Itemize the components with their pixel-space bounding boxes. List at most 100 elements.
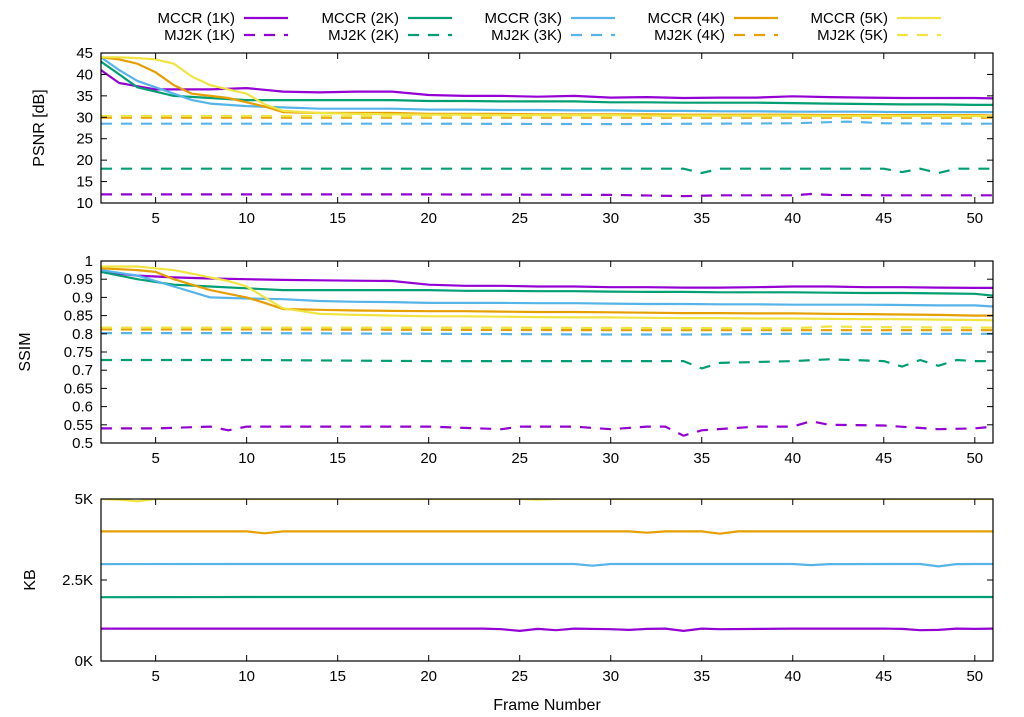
ssim-series-mccr-1k: [101, 270, 993, 289]
ssim-series-mj2k-1k: [101, 420, 993, 437]
x-tick-label: 30: [602, 668, 619, 685]
legend-label: MCCR (5K): [811, 10, 889, 27]
y-tick-label: 10: [76, 195, 93, 212]
psnr-series-mccr-5k: [101, 56, 993, 118]
ssim-series-mccr-2k: [101, 270, 993, 297]
y-tick-label: 30: [76, 109, 93, 126]
kb-series-mccr-3k: [101, 562, 993, 568]
y-tick-label: 0.9: [72, 289, 93, 306]
y-tick-label: 0.65: [64, 380, 93, 397]
x-tick-label: 30: [602, 450, 619, 467]
x-axis-label: Frame Number: [493, 697, 601, 714]
y-tick-label: 0.6: [72, 399, 93, 416]
y-tick-label: 2.5K: [62, 572, 93, 589]
legend-label: MJ2K (4K): [654, 27, 725, 44]
x-tick-label: 15: [329, 210, 346, 227]
y-tick-label: 0.5: [72, 435, 93, 452]
x-tick-label: 35: [693, 668, 710, 685]
ssim-y-axis-label: SSIM: [17, 332, 34, 371]
x-tick-label: 45: [875, 668, 892, 685]
ssim-series-mj2k-4k: [101, 328, 993, 332]
legend-label: MCCR (2K): [322, 10, 400, 27]
psnr-y-axis-label: PSNR [dB]: [31, 89, 48, 166]
x-tick-label: 40: [784, 210, 801, 227]
legend-item-mccr-1k: MCCR (1K): [158, 10, 288, 27]
y-tick-label: 1: [85, 253, 93, 270]
legend-label: MCCR (3K): [485, 10, 563, 27]
x-tick-label: 20: [420, 668, 437, 685]
x-tick-label: 35: [693, 450, 710, 467]
x-tick-label: 40: [784, 450, 801, 467]
x-tick-label: 45: [875, 450, 892, 467]
y-tick-label: 0.7: [72, 362, 93, 379]
x-tick-label: 20: [420, 450, 437, 467]
x-tick-label: 30: [602, 210, 619, 227]
legend-item-mj2k-5k: MJ2K (5K): [817, 27, 941, 44]
psnr-series-mj2k-3k: [101, 120, 993, 126]
kb-series-mccr-5k: [101, 499, 993, 503]
legend-item-mccr-5k: MCCR (5K): [811, 10, 941, 27]
legend-label: MJ2K (1K): [164, 27, 235, 44]
psnr-series-mccr-4k: [101, 56, 993, 117]
y-tick-label: 0.85: [64, 308, 93, 325]
x-tick-label: 25: [511, 668, 528, 685]
y-tick-label: 0.75: [64, 344, 93, 361]
x-tick-label: 40: [784, 668, 801, 685]
ssim-series-mj2k-2k: [101, 358, 993, 370]
y-tick-label: 35: [76, 88, 93, 105]
legend-label: MCCR (4K): [648, 10, 726, 27]
x-tick-label: 5: [151, 668, 159, 685]
kb-y-axis-label: KB: [22, 569, 39, 590]
psnr-series-mccr-1k: [101, 69, 993, 100]
legend-item-mccr-2k: MCCR (2K): [322, 10, 452, 27]
psnr-series-mccr-2k: [101, 60, 993, 107]
legend-item-mj2k-4k: MJ2K (4K): [654, 27, 778, 44]
psnr-series-group: [101, 56, 993, 198]
legend-item-mj2k-2k: MJ2K (2K): [328, 27, 452, 44]
legend-item-mccr-3k: MCCR (3K): [485, 10, 615, 27]
psnr-series-mj2k-2k: [101, 167, 993, 175]
legend-label: MJ2K (3K): [491, 27, 562, 44]
y-tick-label: 20: [76, 152, 93, 169]
ssim-series-group: [101, 265, 993, 437]
x-tick-label: 15: [329, 450, 346, 467]
ssim-series-mj2k-3k: [101, 332, 993, 336]
psnr-series-mccr-3k: [101, 56, 993, 114]
kb-plot-frame: [100, 498, 994, 662]
psnr-plot-frame: [100, 52, 994, 204]
y-tick-label: 25: [76, 131, 93, 148]
legend-label: MCCR (1K): [158, 10, 236, 27]
x-tick-label: 50: [966, 210, 983, 227]
x-tick-label: 50: [966, 668, 983, 685]
legend-item-mj2k-3k: MJ2K (3K): [491, 27, 615, 44]
x-tick-label: 45: [875, 210, 892, 227]
legend-label: MJ2K (5K): [817, 27, 888, 44]
x-tick-label: 15: [329, 668, 346, 685]
x-tick-label: 10: [238, 668, 255, 685]
kb-series-mccr-4k: [101, 530, 993, 535]
legend: MCCR (1K) MCCR (2K) MCCR (3K) MCCR (4K) MCCR…: [158, 10, 941, 44]
legend-label: MJ2K (2K): [328, 27, 399, 44]
x-tick-label: 10: [238, 450, 255, 467]
legend-item-mccr-4k: MCCR (4K): [648, 10, 778, 27]
y-tick-label: 0K: [75, 653, 93, 670]
y-tick-label: 0.8: [72, 326, 93, 343]
y-tick-label: 15: [76, 174, 93, 191]
y-tick-label: 0.95: [64, 271, 93, 288]
x-tick-label: 25: [511, 450, 528, 467]
psnr-chart-panel: 5 10 15 20 25 30 35 40 45 50 10 15 20 25 30 35 40 45 PSNR …: [31, 45, 994, 227]
kb-series-mccr-1k: [101, 627, 993, 633]
ssim-series-mccr-4k: [101, 267, 993, 317]
y-tick-label: 5K: [75, 491, 93, 508]
kb-series-group: [101, 499, 993, 633]
y-tick-label: 45: [76, 45, 93, 62]
x-tick-label: 5: [151, 450, 159, 467]
kb-chart-panel: 5 10 15 20 25 30 35 40 45 50 0K 2.5K 5K KB: [22, 491, 994, 685]
ssim-series-mccr-5k: [101, 265, 993, 322]
ssim-chart-panel: 5 10 15 20 25 30 35 40 45 50 0.50.550.6 0.650.70.75…: [17, 253, 994, 467]
y-tick-label: 0.55: [64, 417, 93, 434]
x-tick-label: 5: [151, 210, 159, 227]
x-tick-label: 20: [420, 210, 437, 227]
x-tick-label: 10: [238, 210, 255, 227]
